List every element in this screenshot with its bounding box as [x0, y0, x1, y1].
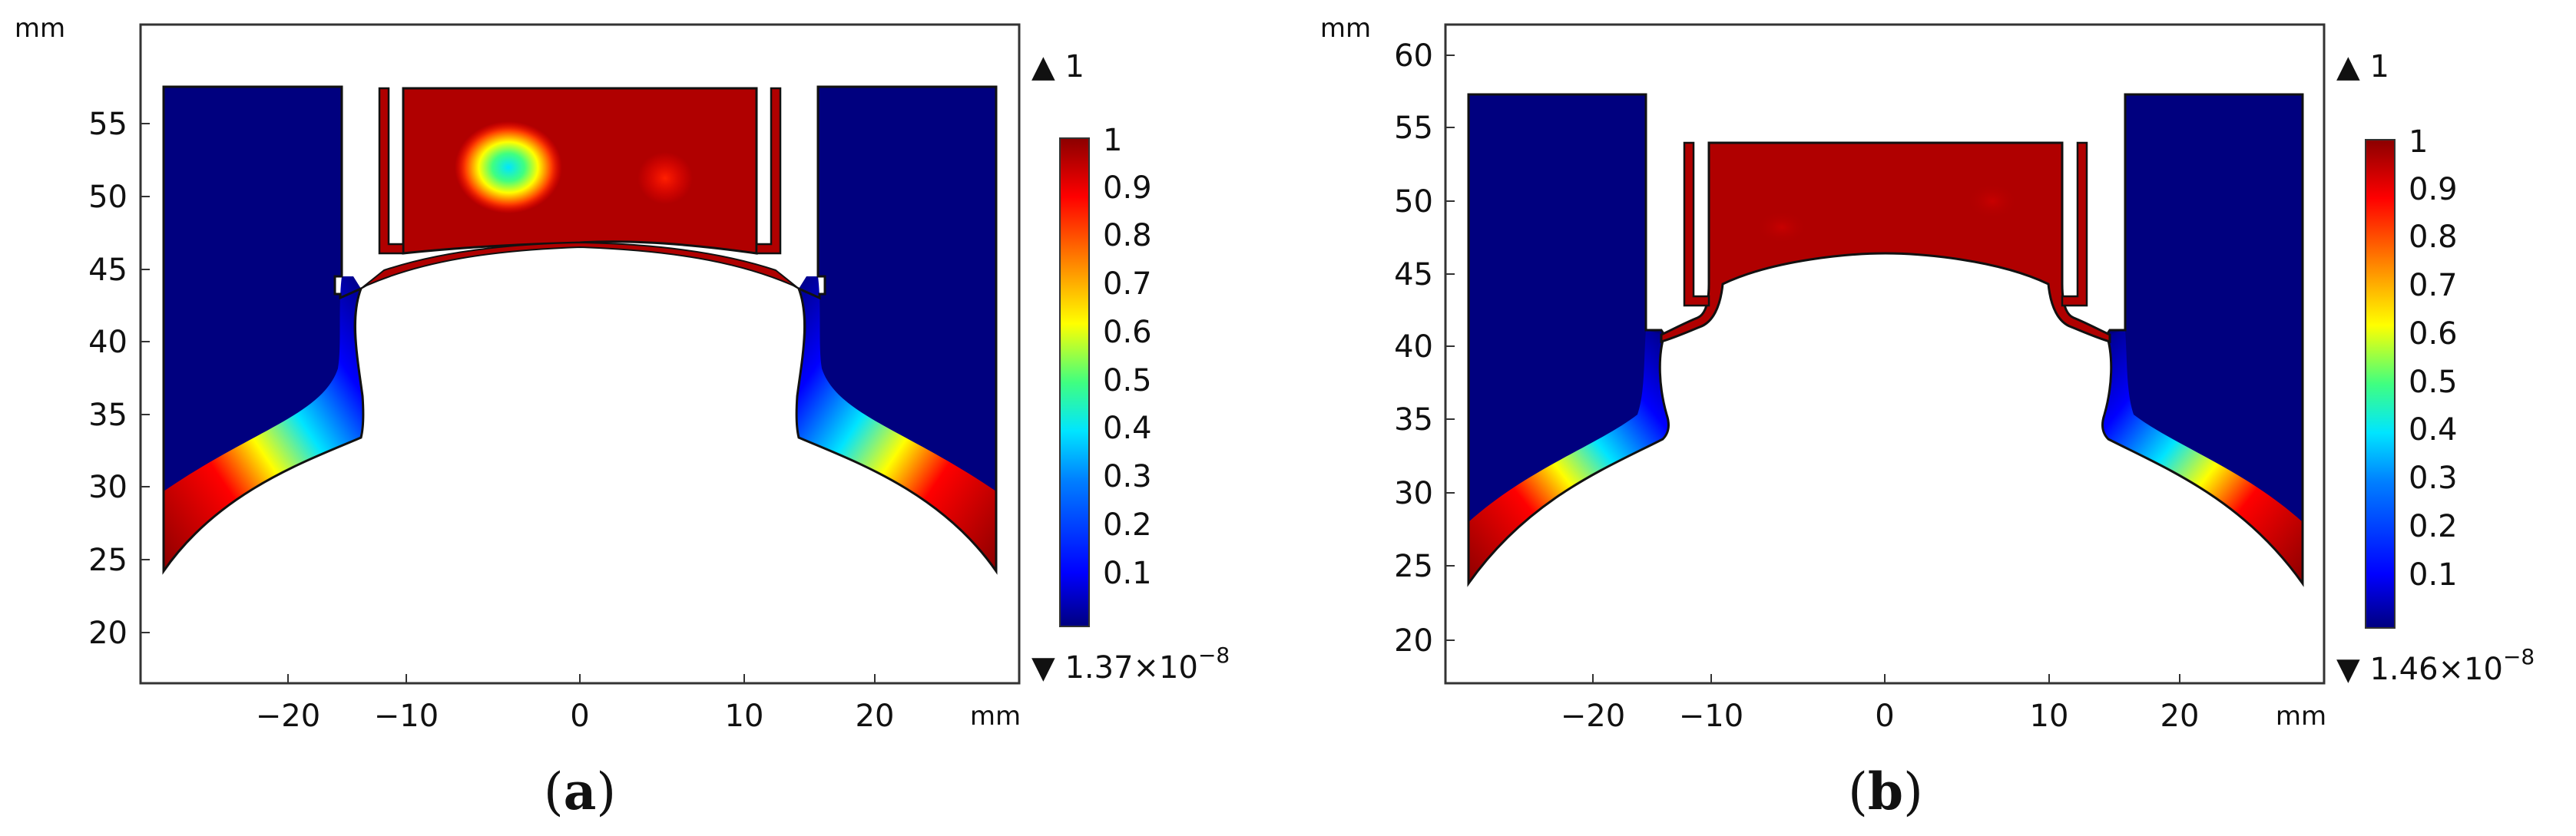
- min-marker: ▼ 1.46×10−8: [2336, 644, 2535, 687]
- y-tick: 40: [88, 325, 127, 360]
- y-tick: 20: [88, 616, 127, 651]
- x-tick: 20: [856, 699, 895, 734]
- y-tick: 35: [88, 398, 127, 433]
- x-unit: mm: [970, 701, 1021, 732]
- colorbar: ▲ 1 1 0.9 0.8 0.7 0.6 0.5 0.4 0.3 0.2 0.…: [1031, 49, 1230, 686]
- center-conductor: [360, 87, 800, 289]
- x-tick: −10: [1679, 699, 1743, 734]
- y-tick: 50: [88, 180, 127, 215]
- y-tick: 35: [1394, 402, 1433, 438]
- y-tick: 40: [1394, 329, 1433, 365]
- y-axis: 20 25 30 35 40 45 50 55 mm: [15, 13, 150, 651]
- colorbar-tick: 0.2: [1103, 507, 1152, 543]
- colorbar-tick: 0.1: [2409, 557, 2458, 593]
- colorbar-top-label: 1: [1103, 123, 1122, 158]
- colorbar-tick: 0.7: [2409, 268, 2458, 303]
- x-tick: 10: [2030, 699, 2069, 734]
- colorbar-tick: 0.3: [2409, 461, 2458, 496]
- colorbar-tick: 0.5: [2409, 365, 2458, 400]
- x-tick: 10: [725, 699, 764, 734]
- y-unit: mm: [1320, 13, 1371, 44]
- colorbar-tick: 0.9: [1103, 170, 1152, 206]
- y-tick: 55: [88, 107, 127, 142]
- center-conductor: [1660, 141, 2111, 344]
- max-marker: ▲ 1: [2336, 49, 2389, 84]
- colorbar-tick: 0.8: [1103, 218, 1152, 253]
- colorbar-tick: 0.5: [1103, 363, 1152, 398]
- x-axis: −20 −10 0 10 20 mm: [256, 674, 1021, 734]
- panel-b: −20 −10 0 10 20 mm 20 25 30 35 40 45 50 …: [1320, 13, 2535, 821]
- x-tick: 0: [1875, 699, 1894, 734]
- right-electrode: [795, 85, 998, 575]
- min-marker: ▼ 1.37×10−8: [1031, 643, 1230, 686]
- colorbar-scale: [2365, 139, 2396, 629]
- y-tick: 30: [88, 470, 127, 505]
- y-tick: 60: [1394, 38, 1433, 74]
- colorbar: ▲ 1 1 0.9 0.8 0.7 0.6 0.5 0.4 0.3 0.2 0.…: [2336, 49, 2535, 687]
- panel-label: (a): [544, 762, 616, 821]
- panel-a: −20 −10 0 10 20 mm 20 25 30 35 40 45 50 …: [15, 13, 1230, 821]
- colorbar-tick: 0.4: [1103, 411, 1152, 446]
- colorbar-tick: 0.7: [1103, 266, 1152, 302]
- x-tick: −10: [374, 699, 439, 734]
- x-unit: mm: [2276, 701, 2326, 732]
- colorbar-tick: 0.1: [1103, 556, 1152, 591]
- y-unit: mm: [15, 13, 65, 44]
- y-tick: 45: [1394, 257, 1433, 292]
- x-tick: 20: [2160, 699, 2200, 734]
- y-tick: 45: [88, 253, 127, 288]
- y-tick: 25: [88, 543, 127, 578]
- y-tick: 20: [1394, 623, 1433, 659]
- y-tick: 30: [1394, 476, 1433, 511]
- colorbar-top-label: 1: [2409, 124, 2428, 160]
- colorbar-tick: 0.6: [2409, 316, 2458, 352]
- x-tick: 0: [570, 699, 589, 734]
- colorbar-tick: 0.8: [2409, 220, 2458, 255]
- x-tick: −20: [1561, 699, 1625, 734]
- colorbar-tick: 0.6: [1103, 315, 1152, 350]
- y-tick: 25: [1394, 549, 1433, 584]
- colorbar-scale: [1059, 137, 1090, 627]
- left-electrode: [162, 85, 365, 575]
- right-electrode: [2101, 93, 2304, 587]
- colorbar-tick: 0.2: [2409, 509, 2458, 544]
- x-axis: −20 −10 0 10 20 mm: [1561, 674, 2326, 734]
- max-marker: ▲ 1: [1031, 49, 1084, 84]
- left-electrode: [1467, 93, 1670, 587]
- panel-label: (b): [1848, 762, 1923, 821]
- colorbar-tick: 0.3: [1103, 459, 1152, 494]
- colorbar-tick: 0.4: [2409, 412, 2458, 448]
- y-tick: 55: [1394, 111, 1433, 146]
- y-axis: 20 25 30 35 40 45 50 55 60 mm: [1320, 13, 1455, 659]
- colorbar-tick: 0.9: [2409, 172, 2458, 207]
- x-tick: −20: [256, 699, 320, 734]
- y-tick: 50: [1394, 184, 1433, 220]
